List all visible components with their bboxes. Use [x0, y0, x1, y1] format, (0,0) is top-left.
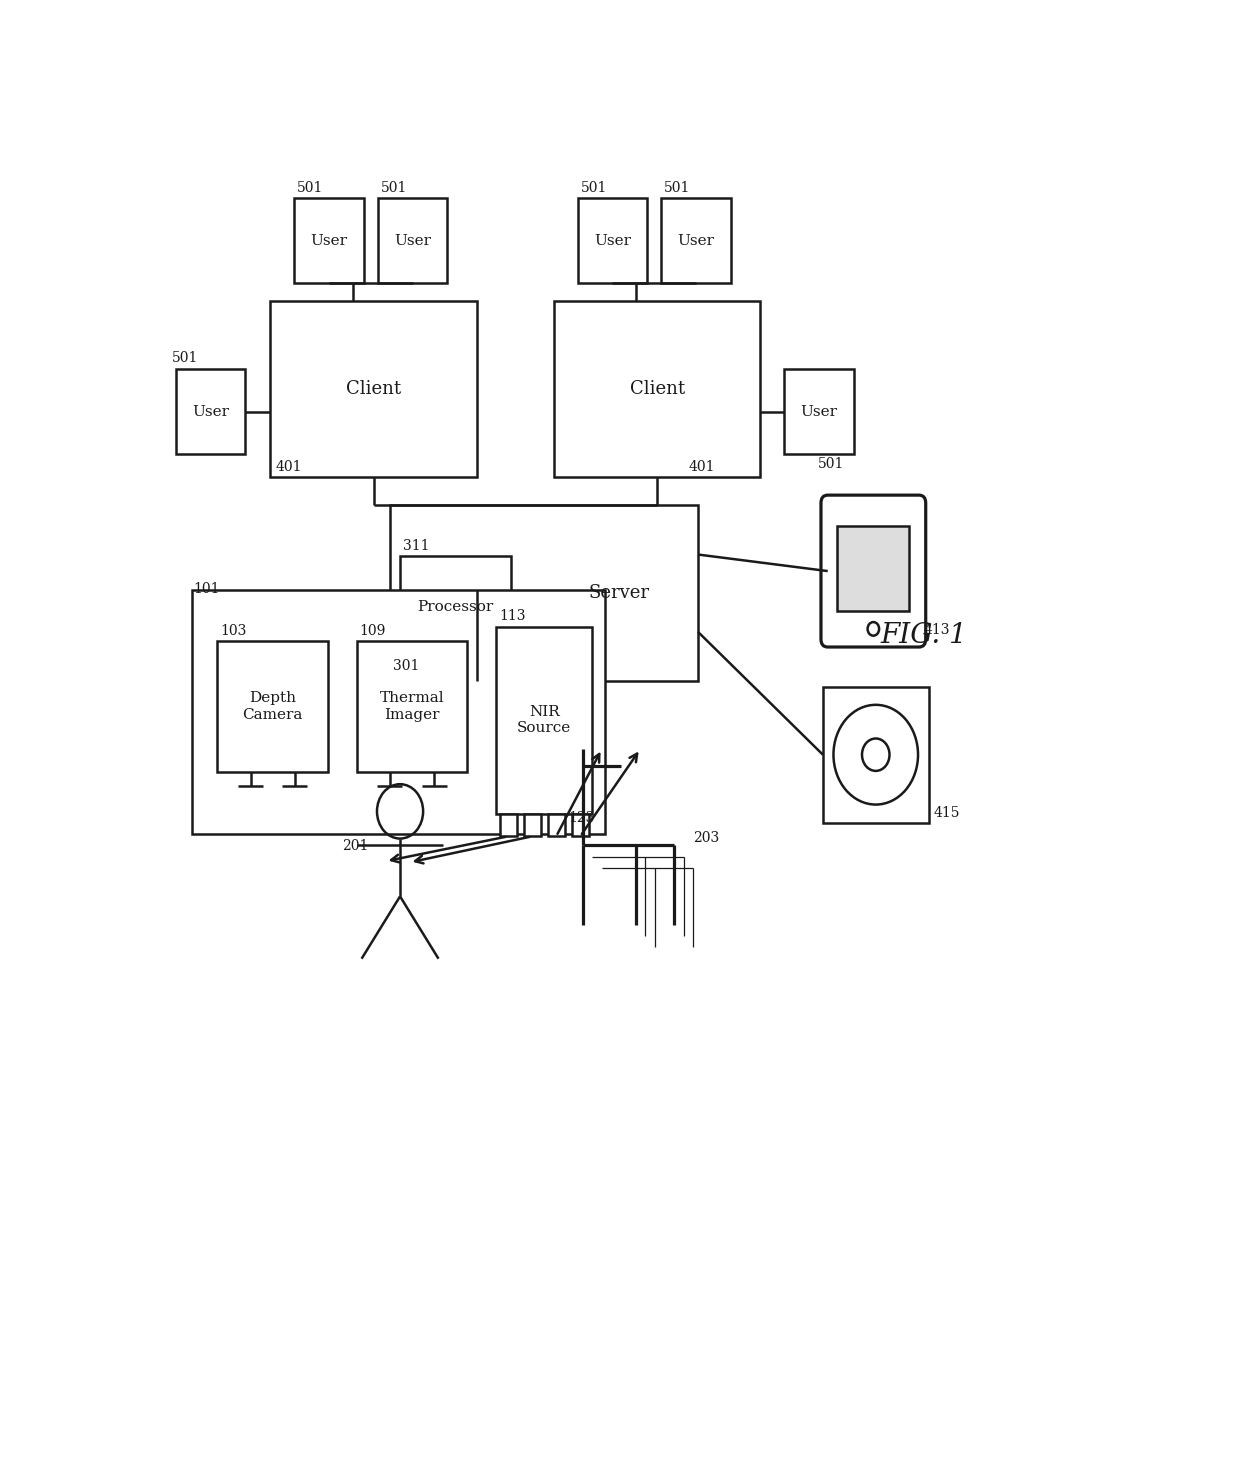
Bar [378, 199, 448, 283]
Bar [572, 814, 589, 836]
Text: NIR
Source: NIR Source [517, 705, 572, 735]
Bar [391, 505, 698, 682]
Text: 501: 501 [665, 181, 691, 194]
Text: Processor: Processor [417, 601, 494, 614]
Bar [837, 526, 909, 611]
Bar [785, 369, 853, 455]
Bar [823, 687, 929, 823]
Text: Client: Client [346, 380, 402, 397]
Bar [578, 199, 647, 283]
Text: Server: Server [589, 584, 650, 602]
Text: 109: 109 [360, 624, 386, 637]
Text: FIG. 1: FIG. 1 [880, 623, 967, 649]
Bar [661, 199, 730, 283]
Text: 501: 501 [298, 181, 324, 194]
Text: 203: 203 [693, 832, 719, 845]
Bar [294, 199, 363, 283]
Text: 103: 103 [221, 624, 247, 637]
Text: User: User [394, 234, 432, 247]
Text: 501: 501 [818, 458, 844, 471]
Text: 501: 501 [381, 181, 407, 194]
Text: 401: 401 [275, 459, 301, 474]
Text: User: User [192, 405, 229, 420]
Text: Depth
Camera: Depth Camera [243, 692, 303, 721]
Text: User: User [594, 234, 631, 247]
Text: 113: 113 [498, 609, 526, 623]
Bar [500, 814, 517, 836]
Bar [191, 590, 605, 835]
Bar [548, 814, 565, 836]
Bar [357, 642, 467, 771]
Bar [217, 642, 327, 771]
Text: 401: 401 [688, 459, 714, 474]
Bar [496, 627, 593, 814]
Text: 123: 123 [568, 811, 595, 824]
Text: 501: 501 [172, 350, 198, 365]
FancyBboxPatch shape [821, 495, 926, 648]
Text: User: User [801, 405, 837, 420]
Text: 415: 415 [934, 807, 960, 820]
Text: 201: 201 [342, 839, 368, 854]
Bar [270, 302, 477, 477]
Text: Thermal
Imager: Thermal Imager [379, 692, 444, 721]
Text: User: User [310, 234, 347, 247]
Bar [523, 814, 541, 836]
Text: 501: 501 [580, 181, 608, 194]
Text: 311: 311 [403, 539, 429, 553]
Text: 413: 413 [924, 623, 950, 637]
Bar [401, 556, 511, 658]
Text: User: User [677, 234, 714, 247]
Text: 301: 301 [393, 659, 419, 673]
Text: Client: Client [630, 380, 684, 397]
Bar [176, 369, 246, 455]
Text: 101: 101 [193, 581, 219, 596]
Bar [554, 302, 760, 477]
